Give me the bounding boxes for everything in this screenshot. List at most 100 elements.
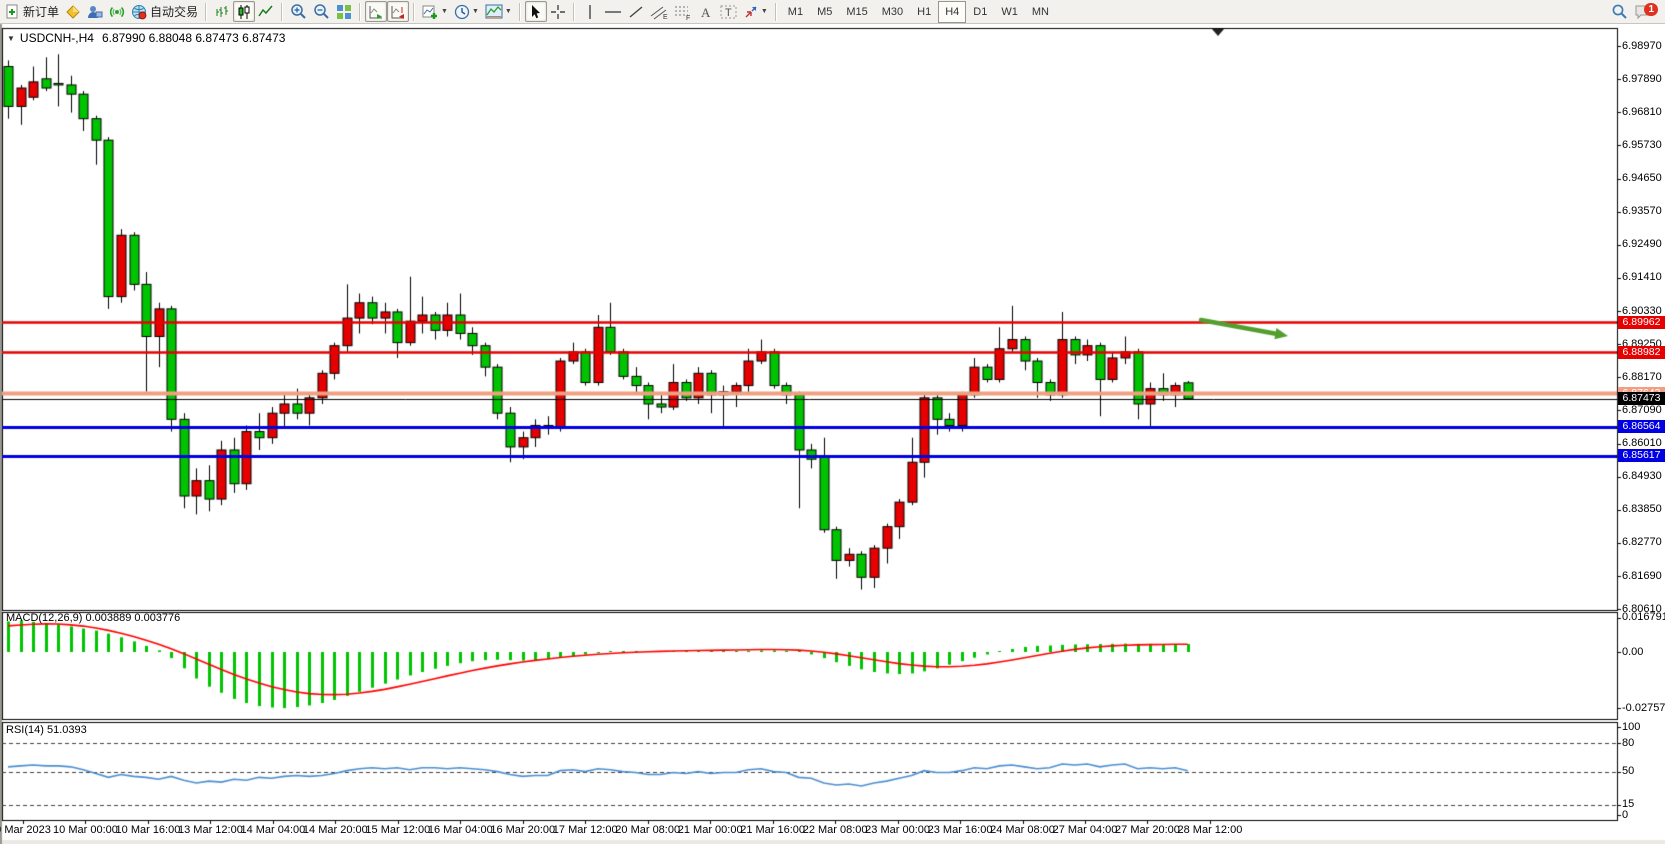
price-axis-tick: 6.84930 [1622, 470, 1662, 483]
zoom-out-button[interactable] [310, 1, 333, 22]
price-axis-tick: 6.98970 [1622, 39, 1662, 52]
horizontal-line-button[interactable] [601, 1, 625, 22]
horizontal-line-icon [604, 10, 621, 13]
timeframe-w1-button[interactable]: W1 [1001, 5, 1018, 18]
toolbar-separator [518, 2, 521, 21]
toolbar-separator [774, 2, 777, 21]
auto-trading-label: 自动交易 [150, 5, 199, 19]
macd-axis-tick: 0.00 [1622, 645, 1644, 658]
auto-scroll-button[interactable] [365, 1, 388, 22]
cursor-icon [532, 4, 541, 18]
zoom-out-icon [314, 4, 329, 19]
time-axis-label: 10 Mar 00:00 [53, 824, 118, 836]
notifications-button[interactable]: 1 [1631, 1, 1658, 22]
price-axis-tick: 6.80610 [1622, 602, 1662, 615]
signals-button[interactable] [106, 1, 128, 22]
arrows-button[interactable]: ▼ [740, 1, 771, 22]
templates-icon [485, 4, 503, 19]
text-label-icon: T [720, 5, 737, 19]
time-axis-label: 28 Mar 12:00 [1177, 824, 1243, 836]
time-axis-label: 14 Mar 20:00 [302, 824, 368, 836]
search-button[interactable] [1608, 1, 1631, 22]
templates-dropdown-caret: ▼ [504, 8, 512, 15]
time-axis-label: 24 Mar 08:00 [990, 824, 1055, 836]
timeframe-m5-button[interactable]: M5 [817, 5, 833, 18]
tile-windows-button[interactable] [333, 1, 355, 22]
templates-button[interactable]: ▼ [482, 1, 515, 22]
candlestick-chart-button[interactable] [233, 1, 256, 22]
time-axis-label: 9 Mar 2023 [0, 824, 51, 836]
terminal-button[interactable] [84, 1, 106, 22]
timeframe-m30-button[interactable]: M30 [881, 5, 904, 18]
toolbar-separator [205, 2, 208, 21]
svg-text:T: T [725, 7, 732, 19]
rsi-indicator-label: RSI(14) 51.0393 [6, 724, 87, 736]
toolbar-separator [572, 2, 575, 21]
price-axis-tick: 6.95730 [1622, 138, 1662, 151]
periods-button[interactable]: ▼ [451, 1, 482, 22]
indicators-icon [422, 5, 438, 19]
metaeditor-button[interactable] [62, 1, 84, 22]
rsi-axis-tick: 15 [1622, 798, 1635, 811]
cursor-button[interactable] [524, 1, 547, 22]
text-icon: A [701, 5, 711, 20]
timeframe-m1-button[interactable]: M1 [787, 5, 804, 18]
arrows-icon [745, 6, 757, 17]
time-axis-label: 14 Mar 04:00 [240, 824, 306, 836]
bar-chart-button[interactable] [211, 1, 233, 22]
tile-windows-icon [337, 4, 352, 19]
chart-title: ▼ USDCNH-,H4 6.87990 6.88048 6.87473 6.8… [7, 31, 285, 45]
indicators-button[interactable]: ▼ [419, 1, 451, 22]
timeframe-h4-button[interactable]: H4 [938, 0, 967, 23]
timeframe-mn-button[interactable]: MN [1031, 5, 1049, 18]
price-axis-tick: 6.83850 [1622, 503, 1662, 516]
price-axis-tick: 6.87090 [1622, 403, 1662, 416]
time-axis-label: 22 Mar 08:00 [802, 824, 868, 836]
bar-chart-icon [216, 5, 229, 17]
chart-dropdown-icon[interactable]: ▼ [7, 33, 15, 43]
signals-icon [109, 6, 125, 17]
auto-trading-button[interactable]: 自动交易 [128, 1, 201, 22]
svg-text:F: F [686, 15, 690, 20]
text-label-button[interactable]: T [717, 1, 740, 22]
terminal-icon [88, 5, 103, 18]
new-order-label: 新订单 [23, 5, 60, 19]
price-axis-tick: 6.97890 [1622, 72, 1662, 85]
price-axis-tick: 6.94650 [1622, 172, 1662, 185]
toolbar-separator [359, 2, 362, 21]
line-chart-button[interactable] [255, 1, 277, 22]
text-button[interactable]: A [695, 1, 717, 22]
time-axis-label: 21 Mar 00:00 [677, 824, 743, 836]
time-axis-label: 27 Mar 20:00 [1115, 824, 1180, 836]
timeframe-m15-button[interactable]: M15 [846, 5, 868, 18]
vertical-line-button[interactable] [579, 1, 601, 22]
periods-dropdown-caret: ▼ [471, 8, 479, 15]
time-axis-label: 27 Mar 04:00 [1052, 824, 1118, 836]
price-axis-tick: 6.81690 [1622, 569, 1662, 582]
rsi-axis-tick: 80 [1622, 736, 1635, 749]
chart-shift-button[interactable] [387, 1, 410, 22]
zoom-in-button[interactable] [287, 1, 310, 22]
time-axis-label: 10 Mar 16:00 [115, 824, 181, 836]
timeframe-d1-button[interactable]: D1 [973, 5, 988, 18]
time-axis-label: 23 Mar 00:00 [865, 824, 930, 836]
fibonacci-button[interactable]: F [671, 1, 695, 22]
new-order-button[interactable]: 新订单 [2, 1, 62, 22]
periods-clock-icon [454, 4, 470, 19]
rsi-axis-tick: 50 [1622, 765, 1635, 778]
time-axis-label: 16 Mar 04:00 [427, 824, 493, 836]
auto-trading-icon [132, 4, 147, 19]
price-axis-tick: 6.96810 [1622, 105, 1662, 118]
macd-axis-tick: -0.027572 [1622, 701, 1665, 714]
crosshair-button[interactable] [547, 1, 569, 22]
auto-scroll-icon [369, 5, 383, 19]
price-axis-tick: 6.88170 [1622, 370, 1662, 383]
price-axis-tick: 6.86010 [1622, 437, 1662, 450]
trendline-button[interactable] [625, 1, 647, 22]
timeframe-h1-button[interactable]: H1 [917, 5, 932, 18]
trendline-icon [629, 5, 643, 18]
price-line-label: 6.87473 [1618, 392, 1665, 406]
equidistant-channel-button[interactable]: E [647, 1, 671, 22]
